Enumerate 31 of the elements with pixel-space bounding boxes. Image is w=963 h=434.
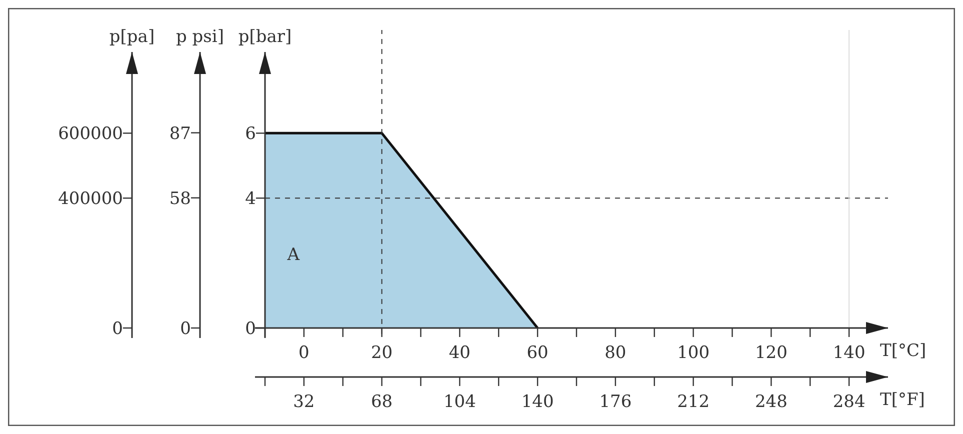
y-tick-label: 6 bbox=[245, 124, 256, 144]
x-tick-label: 80 bbox=[604, 343, 626, 363]
y-tick-label: 0 bbox=[245, 319, 256, 339]
x2-tick-label: 248 bbox=[754, 392, 788, 412]
y2-tick-label: 0 bbox=[180, 319, 191, 339]
x-tick-label: 60 bbox=[526, 343, 548, 363]
y3-axis-title: p[pa] bbox=[109, 27, 155, 47]
y2-tick-label: 58 bbox=[169, 188, 191, 209]
x-tick-label: 20 bbox=[370, 343, 393, 363]
x2-axis-title: T[°F] bbox=[880, 390, 925, 410]
y2-tick-label: 87 bbox=[169, 124, 191, 144]
x2-tick-label: 104 bbox=[443, 392, 476, 412]
y-axis-title: p[bar] bbox=[238, 27, 292, 47]
x-tick-label: 100 bbox=[677, 343, 710, 363]
x2-tick-label: 140 bbox=[521, 392, 554, 412]
y-tick-label: 4 bbox=[245, 189, 256, 210]
x2-tick-label: 32 bbox=[293, 392, 315, 412]
x2-tick-label: 68 bbox=[370, 392, 393, 412]
y2-axis-title: p psi] bbox=[176, 27, 224, 47]
x2-tick-label: 284 bbox=[832, 392, 866, 412]
x-tick-label: 40 bbox=[448, 343, 471, 363]
x-tick-label: 140 bbox=[832, 343, 866, 363]
y3-tick-label: 600000 bbox=[58, 124, 123, 144]
annotation: A bbox=[286, 244, 300, 265]
y3-tick-label: 0 bbox=[112, 319, 123, 339]
x2-tick-label: 176 bbox=[599, 392, 632, 412]
x2-tick-label: 212 bbox=[677, 392, 710, 412]
x-axis-title: T[°C] bbox=[880, 341, 926, 361]
y3-tick-label: 400000 bbox=[58, 189, 123, 210]
x-tick-label: 0 bbox=[298, 343, 310, 363]
x-tick-label: 120 bbox=[754, 343, 788, 363]
